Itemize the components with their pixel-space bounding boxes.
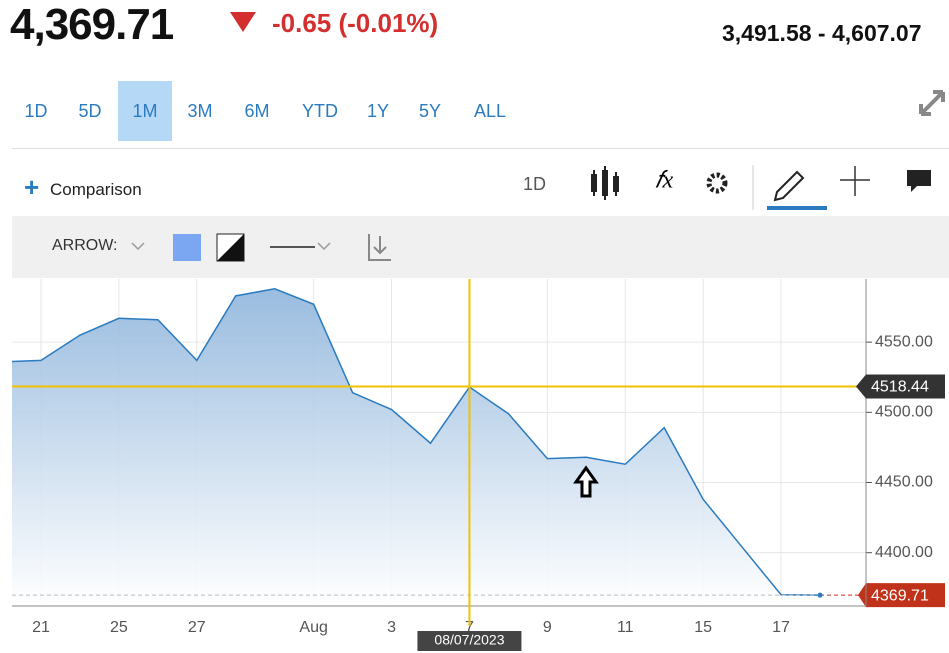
label-box [856, 374, 945, 399]
comment-icon[interactable] [907, 170, 931, 192]
x-tick-label: 25 [110, 619, 128, 636]
range-tab[interactable]: ALL [473, 101, 507, 121]
range-tab[interactable]: YTD [302, 101, 338, 121]
candle-icon[interactable] [591, 166, 619, 200]
y-tick-label: 4450.00 [875, 474, 933, 491]
date-box [417, 631, 522, 651]
day-range: 3,491.58 - 4,607.07 [722, 20, 922, 46]
price: 4,369.71 [10, 0, 174, 49]
x-tick-label: 9 [543, 619, 552, 636]
x-tick-label: 15 [694, 619, 712, 636]
fx-icon[interactable]: 𝑓x [655, 168, 673, 194]
crosshair-date: 08/07/2023 [434, 632, 504, 648]
y-tick-label: 4550.00 [875, 333, 933, 350]
toolbar-icons: 𝑓x [591, 165, 931, 210]
x-tick-label: 21 [32, 619, 50, 636]
series [12, 288, 821, 606]
x-tick-label: 11 [617, 619, 634, 636]
range-tab[interactable]: 5D [78, 101, 102, 121]
range-tab[interactable]: 1Y [366, 101, 390, 121]
fill-color[interactable] [173, 234, 201, 261]
snap-icon[interactable] [368, 234, 391, 261]
drawing-controls [131, 233, 391, 262]
range-tab[interactable]: 1M [118, 81, 172, 141]
last-point [817, 592, 823, 598]
area [12, 288, 820, 606]
crosshair-value: 4518.44 [871, 379, 929, 396]
range-tab[interactable]: 6M [244, 101, 270, 121]
label-box [858, 583, 945, 608]
x-tick-label: 7 [465, 619, 474, 636]
last-price-label: 4369.71 [871, 587, 929, 604]
range-tab[interactable]: 1D [24, 101, 48, 121]
x-tick-label: 27 [188, 619, 206, 636]
interval-button[interactable]: 1D [523, 174, 547, 194]
settings-icon[interactable] [706, 172, 728, 194]
plus-icon[interactable]: + [24, 172, 40, 202]
comparison-button[interactable]: Comparison [50, 180, 142, 199]
pencil-icon[interactable] [773, 170, 805, 202]
divider [12, 148, 949, 149]
y-tick-label: 4500.00 [875, 404, 933, 421]
crosshair-icon[interactable] [840, 166, 870, 196]
drawing-tool[interactable]: ARROW: [52, 237, 118, 254]
range-tab[interactable]: 3M [187, 101, 213, 121]
active-underline [767, 206, 827, 210]
x-tick-label: 17 [772, 619, 790, 636]
y-tick-label: 4400.00 [875, 544, 933, 561]
arrow-annotation [573, 465, 599, 498]
expand-icon[interactable] [915, 80, 949, 120]
x-tick-label: 3 [387, 619, 396, 636]
price-change: -0.65 (-0.01%) [272, 8, 439, 38]
line [12, 288, 821, 596]
down-arrow [230, 12, 256, 32]
range-tab[interactable]: 5Y [418, 101, 442, 121]
drawing-toolbar [12, 216, 949, 278]
line-color[interactable] [216, 233, 245, 262]
x-tick-label: Aug [299, 619, 327, 636]
